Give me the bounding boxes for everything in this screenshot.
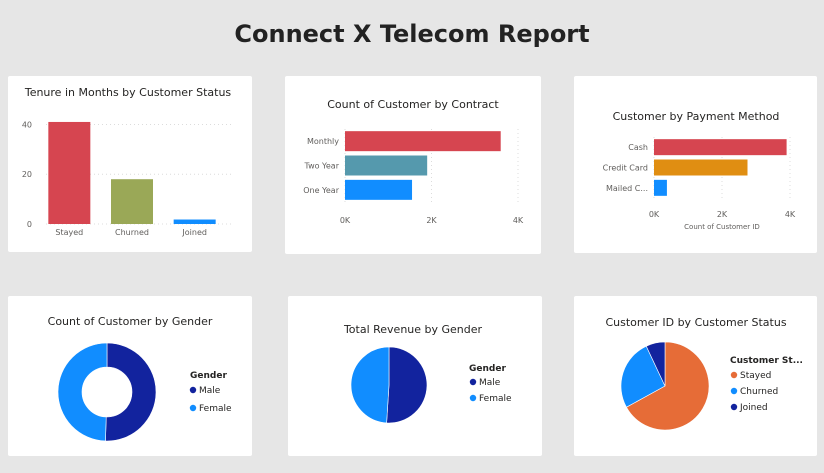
- revenue-gender-legend-marker: [469, 394, 477, 402]
- tenure-bar[interactable]: [173, 219, 216, 224]
- payment-bar[interactable]: [654, 139, 787, 156]
- revenue-gender-legend-title: Gender: [469, 364, 506, 374]
- payment-x-tick: 4K: [785, 210, 796, 219]
- contract-bar[interactable]: [345, 131, 501, 152]
- payment-category-label: Mailed C...: [606, 184, 648, 193]
- status-legend-item[interactable]: Churned: [740, 387, 778, 397]
- gender-count-legend-marker: [189, 404, 197, 412]
- revenue-gender-legend-marker: [469, 378, 477, 386]
- revenue-gender-card[interactable]: Total Revenue by Gender Gender Male Femal…: [288, 296, 542, 456]
- payment-category-label: Credit Card: [603, 164, 648, 173]
- tenure-bar[interactable]: [48, 121, 91, 224]
- gender-count-title: Count of Customer by Gender: [48, 315, 213, 328]
- payment-x-tick: 2K: [717, 210, 728, 219]
- revenue-gender-legend-item[interactable]: Male: [479, 378, 501, 388]
- status-slice[interactable]: [620, 345, 666, 408]
- gender-count-legend-item[interactable]: Female: [199, 404, 232, 414]
- gender-count-slice[interactable]: [57, 342, 108, 442]
- contract-category-label: Two Year: [304, 162, 340, 171]
- contract-bar[interactable]: [345, 179, 413, 200]
- gender-count-legend-item[interactable]: Male: [199, 386, 221, 396]
- gender-count-slice[interactable]: [105, 342, 157, 442]
- contract-bar[interactable]: [345, 155, 428, 176]
- status-legend-title: Customer St...: [730, 356, 803, 366]
- tenure-y-tick: 20: [22, 170, 32, 179]
- contract-chart-card[interactable]: Count of Customer by Contract Monthly Two…: [285, 76, 541, 254]
- revenue-gender-title: Total Revenue by Gender: [343, 323, 483, 336]
- contract-category-label: One Year: [303, 186, 339, 195]
- contract-x-tick: 0K: [340, 216, 351, 225]
- payment-category-label: Cash: [628, 143, 648, 152]
- page-title: Connect X Telecom Report: [234, 20, 590, 48]
- tenure-x-tick: Churned: [115, 228, 149, 237]
- tenure-y-tick: 0: [27, 220, 32, 229]
- contract-category-label: Monthly: [307, 137, 339, 146]
- tenure-chart-card[interactable]: Tenure in Months by Customer Status 0 20 4…: [8, 76, 252, 252]
- status-legend-marker: [730, 371, 738, 379]
- payment-bar[interactable]: [654, 159, 748, 176]
- gender-count-chart: Count of Customer by Gender Gender Male F…: [48, 315, 232, 442]
- contract-x-tick: 2K: [426, 216, 437, 225]
- tenure-chart-title: Tenure in Months by Customer Status: [24, 86, 232, 99]
- revenue-gender-slice[interactable]: [386, 346, 428, 424]
- status-slice[interactable]: [645, 341, 666, 387]
- tenure-x-tick: Joined: [181, 228, 207, 237]
- status-legend-marker: [730, 403, 738, 411]
- tenure-chart: Tenure in Months by Customer Status 0 20 4…: [22, 86, 234, 237]
- contract-x-tick: 4K: [513, 216, 524, 225]
- status-legend-item[interactable]: Stayed: [740, 371, 771, 381]
- status-chart: Customer ID by Customer Status Customer …: [605, 316, 803, 431]
- tenure-x-tick: Stayed: [55, 228, 83, 237]
- payment-chart-title: Customer by Payment Method: [613, 110, 780, 123]
- status-card[interactable]: Customer ID by Customer Status Customer …: [574, 296, 817, 456]
- gender-count-legend-title: Gender: [190, 371, 227, 381]
- tenure-y-tick: 40: [22, 120, 32, 129]
- status-chart-title: Customer ID by Customer Status: [605, 316, 786, 329]
- revenue-gender-legend-item[interactable]: Female: [479, 394, 512, 404]
- status-legend-marker: [730, 387, 738, 395]
- payment-bar[interactable]: [654, 179, 667, 196]
- contract-chart-title: Count of Customer by Contract: [327, 98, 499, 111]
- contract-chart: Count of Customer by Contract Monthly Two…: [303, 98, 524, 225]
- payment-x-tick: 0K: [649, 210, 660, 219]
- revenue-gender-slice[interactable]: [350, 346, 390, 424]
- status-slice[interactable]: [626, 341, 710, 431]
- payment-chart: Customer by Payment Method Cash Credit Ca…: [603, 110, 796, 231]
- payment-x-axis-label: Count of Customer ID: [684, 223, 760, 231]
- gender-count-card[interactable]: Count of Customer by Gender Gender Male F…: [8, 296, 252, 456]
- gender-count-legend-marker: [189, 386, 197, 394]
- payment-chart-card[interactable]: Customer by Payment Method Cash Credit Ca…: [574, 76, 817, 253]
- tenure-bar[interactable]: [111, 179, 153, 224]
- revenue-gender-chart: Total Revenue by Gender Gender Male Femal…: [343, 323, 512, 424]
- status-legend-item[interactable]: Joined: [739, 403, 768, 413]
